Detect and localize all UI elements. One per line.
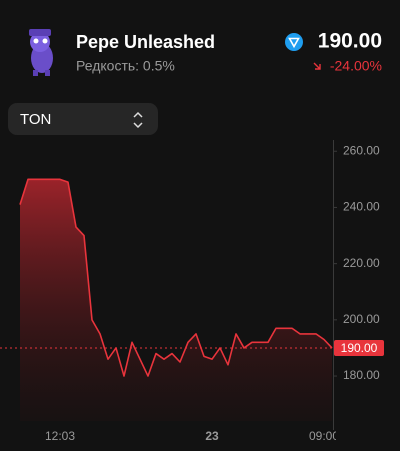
x-tick-label: 23 xyxy=(205,429,219,443)
y-tick-label: 260.00 xyxy=(343,143,380,157)
y-tick-label: 180.00 xyxy=(343,368,380,382)
price-change: -24.00% xyxy=(330,58,382,74)
x-labels: 12:03 23 09:00 xyxy=(45,429,339,443)
reference-label: 190.00 xyxy=(341,341,378,355)
gift-title: Pepe Unleashed xyxy=(76,32,215,52)
x-tick-label: 12:03 xyxy=(45,429,75,443)
down-arrow xyxy=(313,62,321,70)
reference-badge xyxy=(334,339,384,356)
select-label[interactable]: TON xyxy=(20,111,51,128)
price: 190.00 xyxy=(318,30,382,53)
y-tick-label: 220.00 xyxy=(343,256,380,270)
chevron xyxy=(133,111,143,129)
select-box[interactable] xyxy=(8,103,158,135)
area xyxy=(20,179,332,421)
x-tick-label: 09:00 xyxy=(309,429,339,443)
currency-select[interactable]: TON xyxy=(8,103,158,135)
ton-icon xyxy=(285,33,303,51)
y-tick-label: 200.00 xyxy=(343,312,380,326)
gift-icon xyxy=(29,29,53,76)
y-tick-label: 240.00 xyxy=(343,200,380,214)
rarity: Редкость: 0.5% xyxy=(76,58,175,74)
line xyxy=(19,178,333,377)
